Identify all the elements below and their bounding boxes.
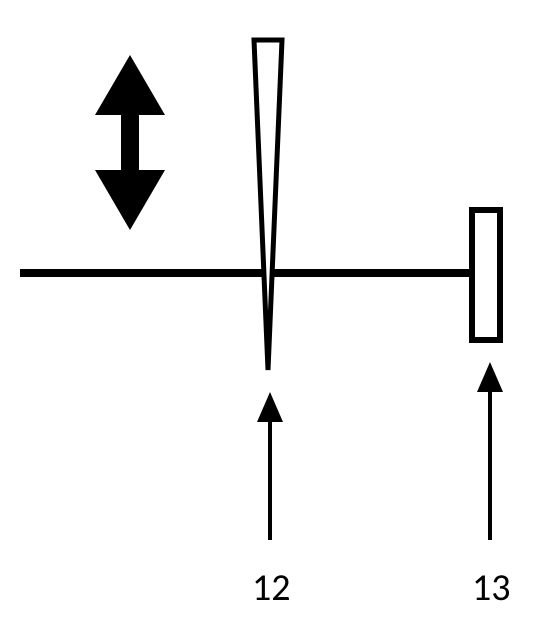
label-12: 12 <box>252 565 291 611</box>
label-13: 13 <box>472 565 511 611</box>
vertical-double-arrow-icon <box>95 55 165 230</box>
needle-wedge <box>254 40 282 370</box>
diagram-canvas: 12 13 <box>0 0 537 617</box>
pointer-arrow-left <box>257 392 283 540</box>
end-rectangle <box>472 210 500 340</box>
pointer-arrow-right <box>477 362 503 540</box>
